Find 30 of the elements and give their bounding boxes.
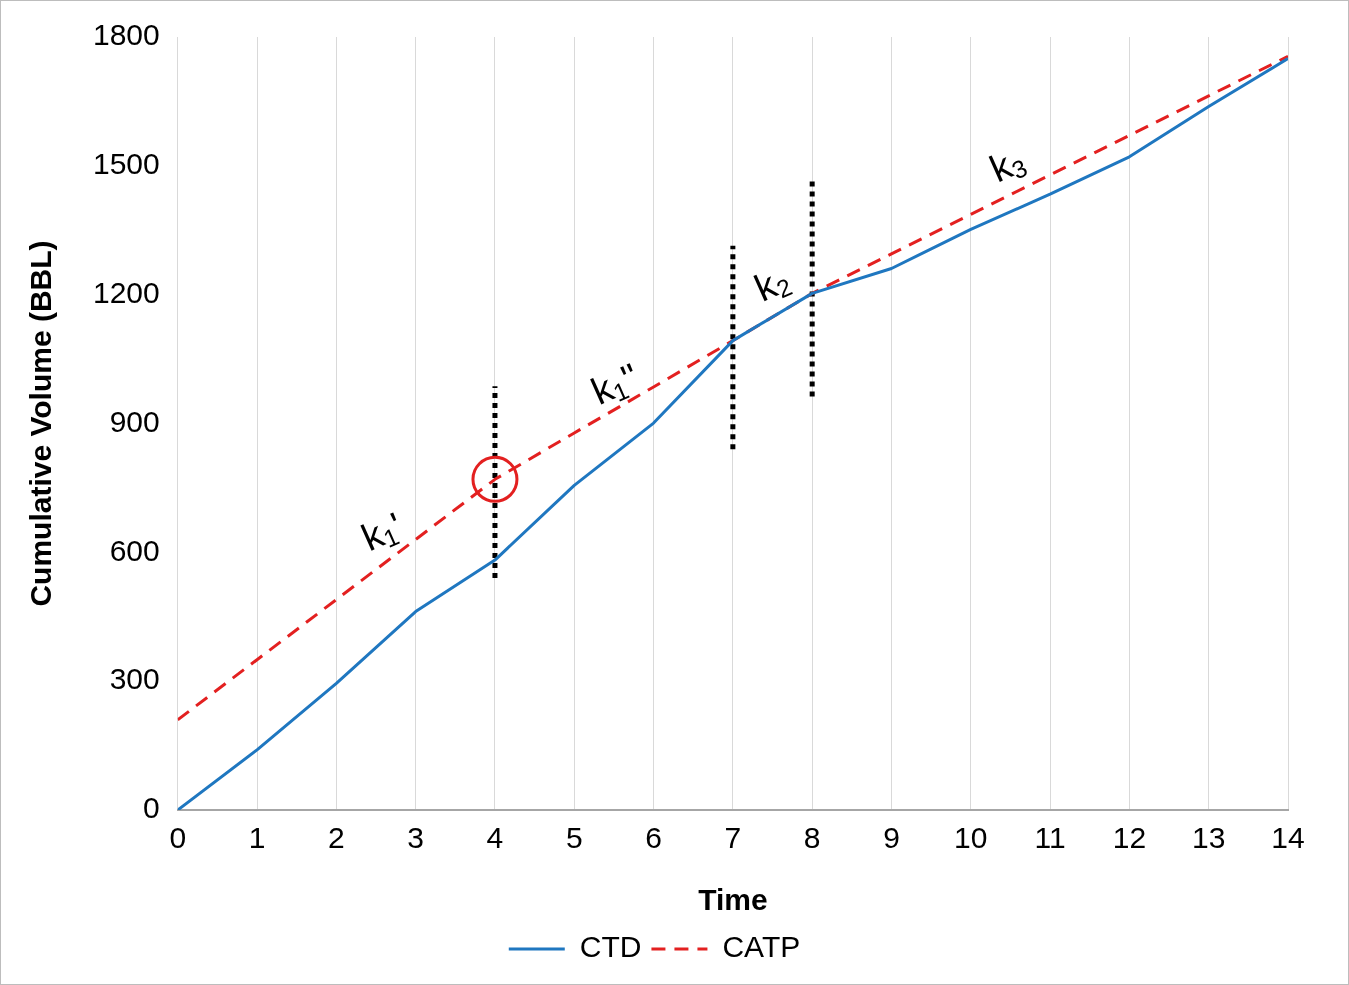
x-tick-label: 3 [407, 821, 424, 855]
annotation: k3 [983, 143, 1032, 191]
y-tick-label: 300 [109, 662, 160, 696]
x-tick-label: 13 [1192, 821, 1226, 855]
x-tick-label: 6 [645, 821, 662, 855]
annotation: k2 [748, 262, 797, 310]
x-tick-label: 7 [724, 821, 742, 855]
x-tick-label: 1 [248, 821, 266, 855]
legend-label: CATP [722, 930, 801, 964]
y-tick-label: 1200 [92, 275, 160, 309]
x-tick-label: 12 [1112, 821, 1147, 855]
x-tick-label: 8 [803, 821, 821, 855]
x-tick-label: 9 [883, 821, 900, 855]
y-tick-label: 900 [109, 404, 160, 438]
y-tick-label: 600 [109, 533, 160, 567]
x-tick-label: 10 [954, 821, 988, 855]
x-tick-label: 4 [486, 821, 504, 855]
y-tick-label: 1500 [92, 147, 160, 181]
x-axis-title: Time [698, 883, 768, 917]
x-tick-label: 14 [1271, 821, 1305, 855]
y-axis-title: Cumulative Volume (BBL) [24, 240, 58, 607]
x-tick-label: 2 [328, 821, 345, 855]
y-tick-label: 1800 [92, 18, 160, 52]
annotation: k1'' [585, 355, 646, 413]
x-tick-label: 11 [1034, 821, 1066, 855]
y-tick-label: 0 [143, 791, 160, 825]
x-tick-label: 0 [169, 821, 187, 855]
annotation: k1' [355, 504, 409, 560]
legend-label: CTD [579, 930, 642, 964]
x-tick-label: 5 [565, 821, 583, 855]
